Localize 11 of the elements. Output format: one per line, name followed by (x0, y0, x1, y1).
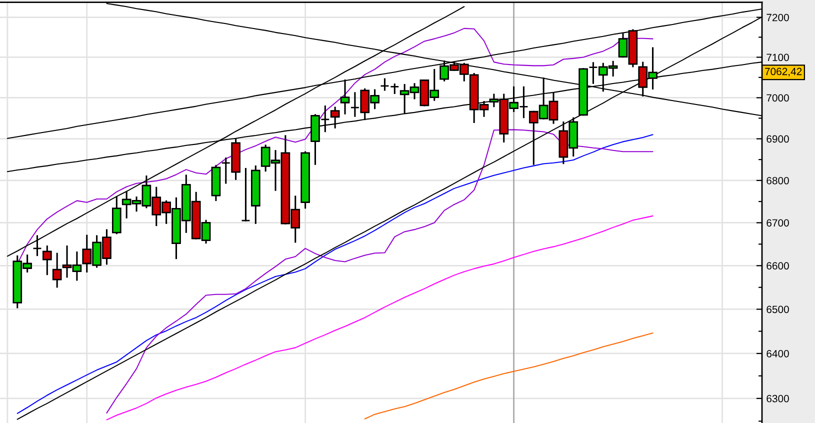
annotation: 7062,42 (765, 68, 802, 76)
y-tick-label: 6300 (766, 394, 789, 402)
y-tick-label: 7000 (766, 94, 789, 102)
y-tick-label: 6600 (766, 262, 789, 270)
y-tick-label: 7100 (766, 54, 789, 62)
y-tick-label: 6700 (766, 219, 789, 227)
y-tick-label: 6400 (766, 350, 789, 358)
y-tick-label: 6900 (766, 135, 789, 143)
y-tick-label: 6500 (766, 306, 789, 314)
y-tick-label: 6800 (766, 176, 789, 184)
y-tick-label: 7200 (766, 14, 789, 22)
